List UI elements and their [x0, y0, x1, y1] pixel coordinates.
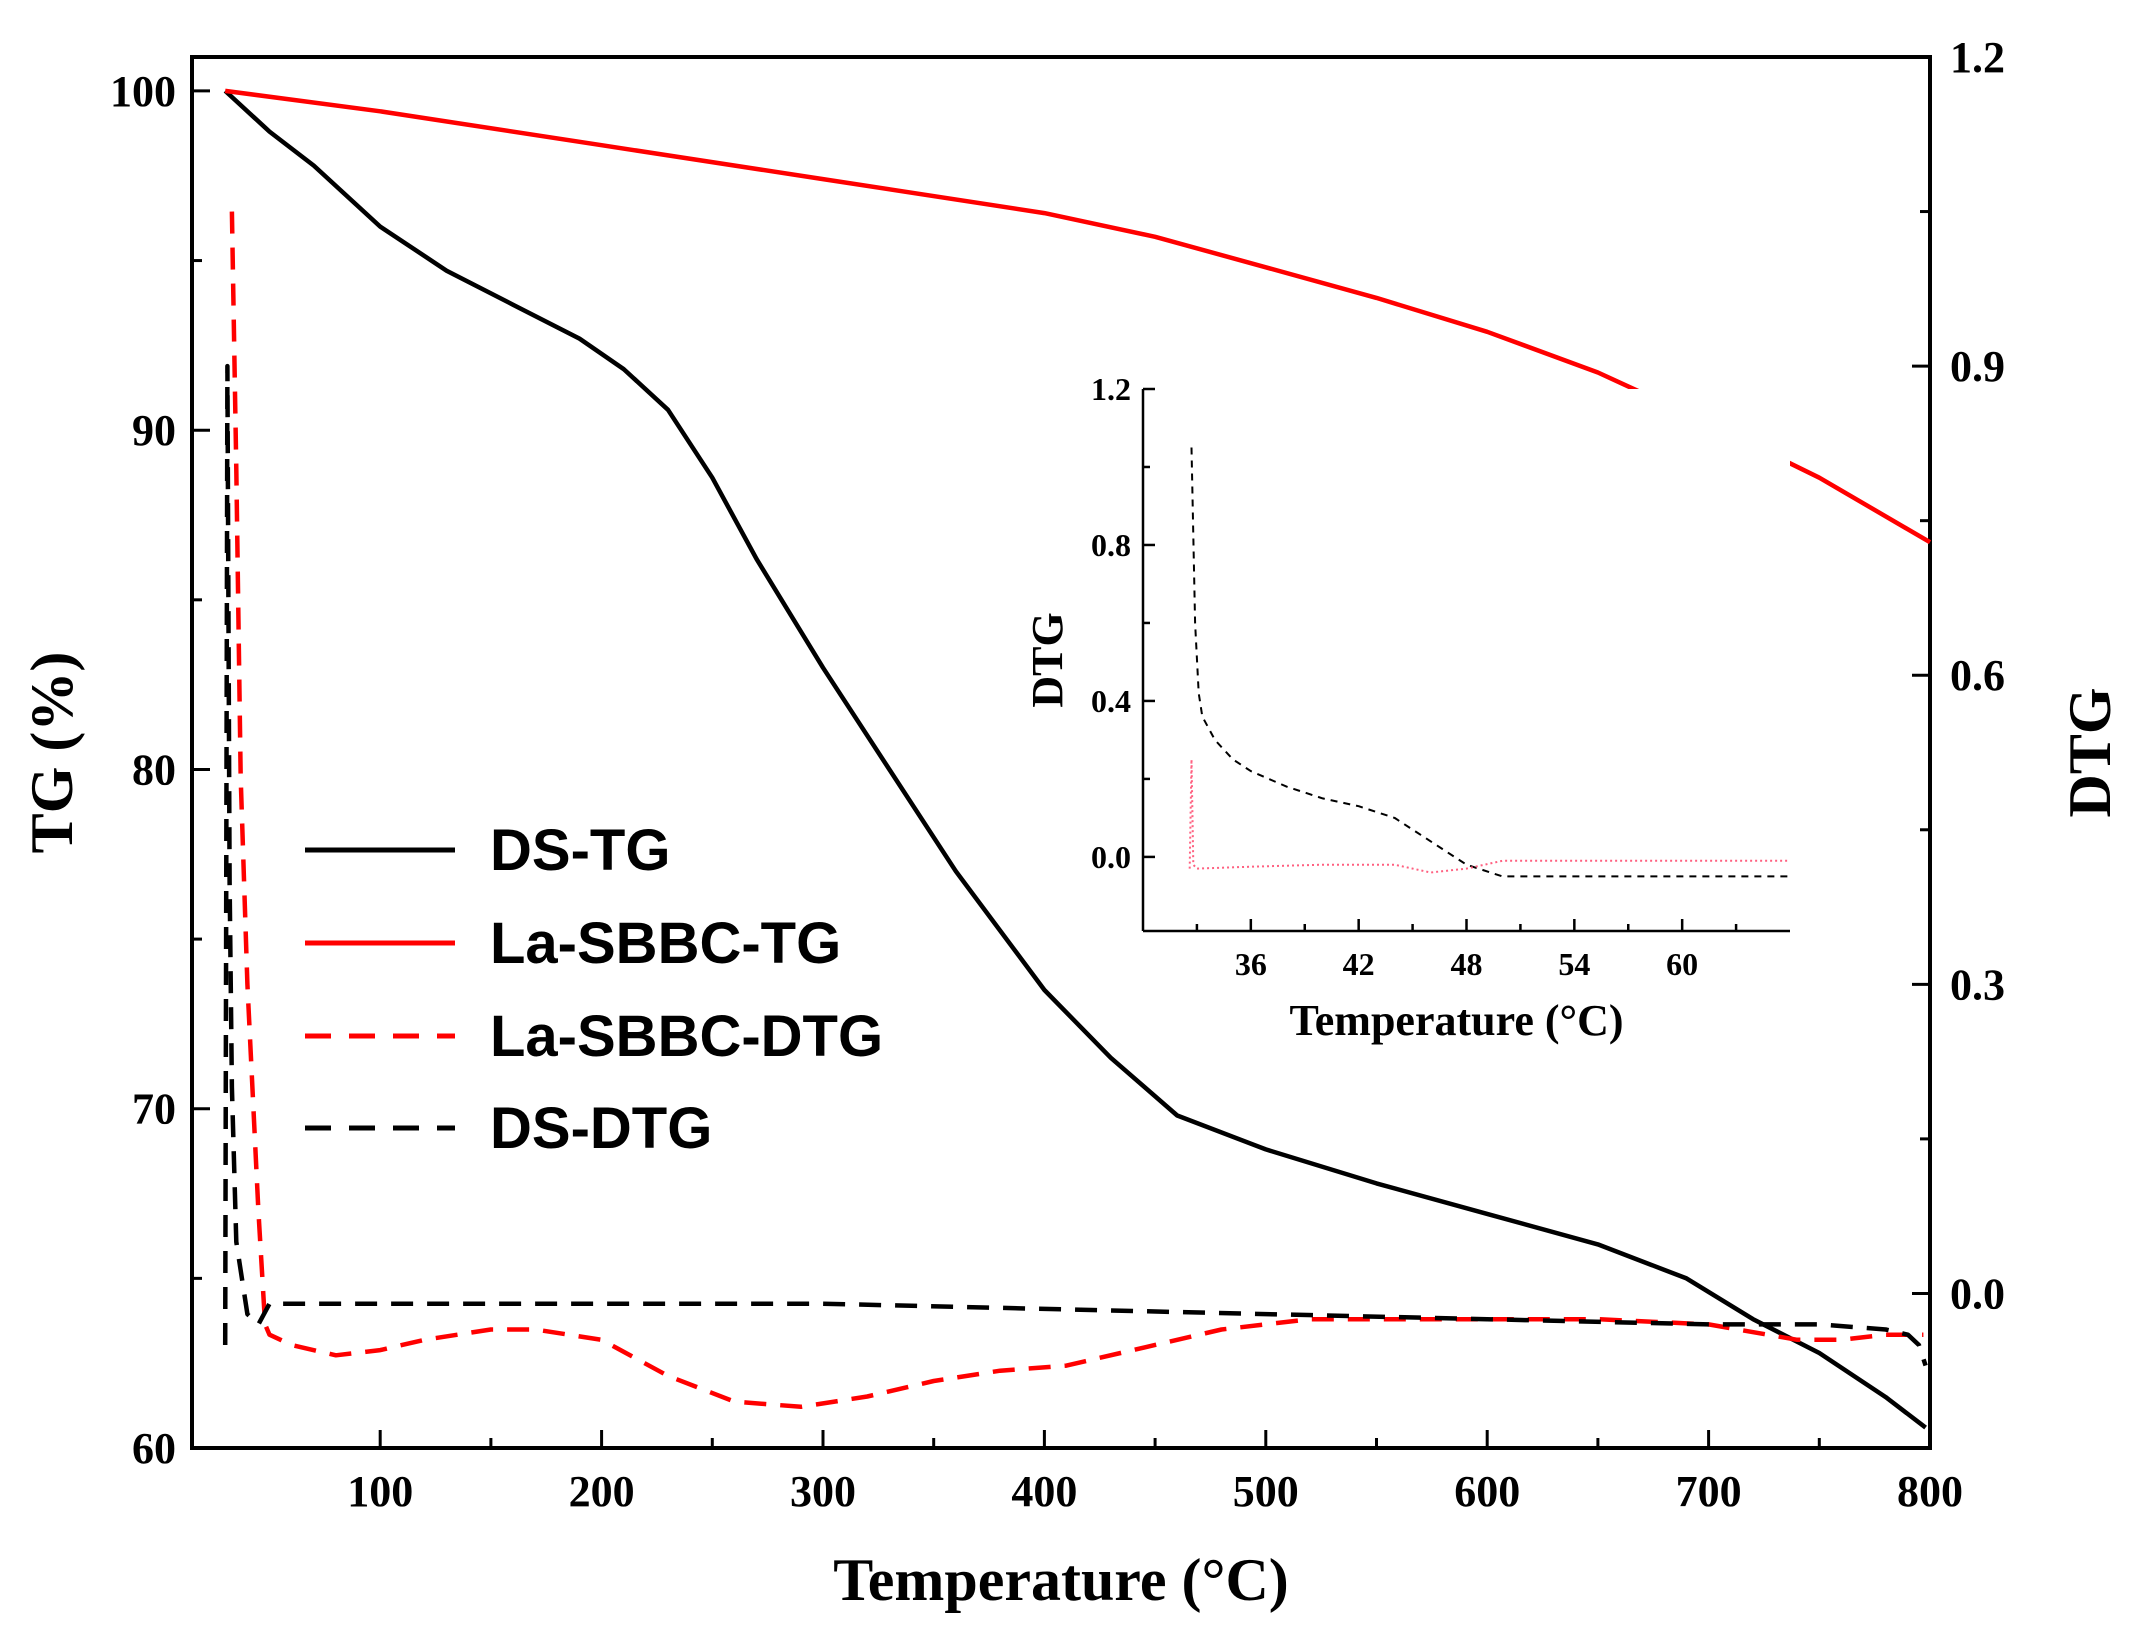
y2-tick-label: 0.6: [1950, 651, 2005, 700]
inset-series-line-ds-dtg: [1190, 447, 1790, 878]
x-tick-label: 400: [1011, 1467, 1077, 1516]
x-tick-label: 100: [347, 1467, 413, 1516]
inset-x-tick-label: 54: [1558, 946, 1590, 982]
inset-x-tick-label: 42: [1343, 946, 1375, 982]
main-plot-frame: [190, 55, 1932, 1450]
inset-x-axis-title: Temperature (°C): [1289, 996, 1623, 1045]
inset-y-axis-title: DTG: [1023, 612, 1072, 707]
y2-tick-label: 0.3: [1950, 960, 2005, 1009]
inset-y-tick-label: 1.2: [1091, 371, 1131, 407]
y-axis-title: TG (%): [19, 652, 85, 854]
y2-axis-title: DTG: [2057, 687, 2123, 817]
inset-y-tick-label: 0.0: [1091, 839, 1131, 875]
y2-tick-label: 0.9: [1950, 342, 2005, 391]
x-tick-label: 300: [790, 1467, 856, 1516]
inset-x-tick-label: 36: [1235, 946, 1267, 982]
inset-y-tick-label: 0.8: [1091, 527, 1131, 563]
series-line-ds-tg: [223, 89, 1927, 1430]
x-tick-label: 200: [569, 1467, 635, 1516]
inset-x-tick-label: 60: [1666, 946, 1698, 982]
series-line-ds-dtg: [222, 363, 1928, 1367]
inset-y-tick-label: 0.4: [1091, 683, 1131, 719]
y-tick-label: 80: [132, 745, 176, 794]
y2-tick-label: 1.2: [1950, 33, 2005, 82]
x-axis-title: Temperature (°C): [833, 1547, 1289, 1613]
legend-label: La-SBBC-DTG: [490, 1004, 883, 1069]
legend: DS-TG La-SBBC-TG La-SBBC-DTG DS-DTG: [305, 818, 883, 1161]
inset-plot: 36 42 48 54 60 0.0 0.4 0.8 1.2 Temperature (°C) DT…: [1023, 371, 1790, 1045]
x-tick-label: 800: [1897, 1467, 1963, 1516]
inset-x-tick-label: 48: [1451, 946, 1483, 982]
y-tick-label: 70: [132, 1085, 176, 1134]
y-tick-label: 90: [132, 406, 176, 455]
x-tick-label: 600: [1454, 1467, 1520, 1516]
y-tick-label: 60: [132, 1424, 176, 1473]
y-tick-label: 100: [110, 67, 176, 116]
x-tick-label: 500: [1233, 1467, 1299, 1516]
inset-background: [1143, 389, 1790, 931]
legend-label: DS-DTG: [490, 1096, 712, 1161]
main-plot: 100 200 300 400 500 600 700 800 60 70 80 90 100 0.0 0.…: [19, 33, 2123, 1613]
y2-tick-label: 0.0: [1950, 1269, 2005, 1318]
legend-label: DS-TG: [490, 818, 670, 883]
legend-label: La-SBBC-TG: [490, 911, 841, 976]
x-tick-label: 700: [1676, 1467, 1742, 1516]
